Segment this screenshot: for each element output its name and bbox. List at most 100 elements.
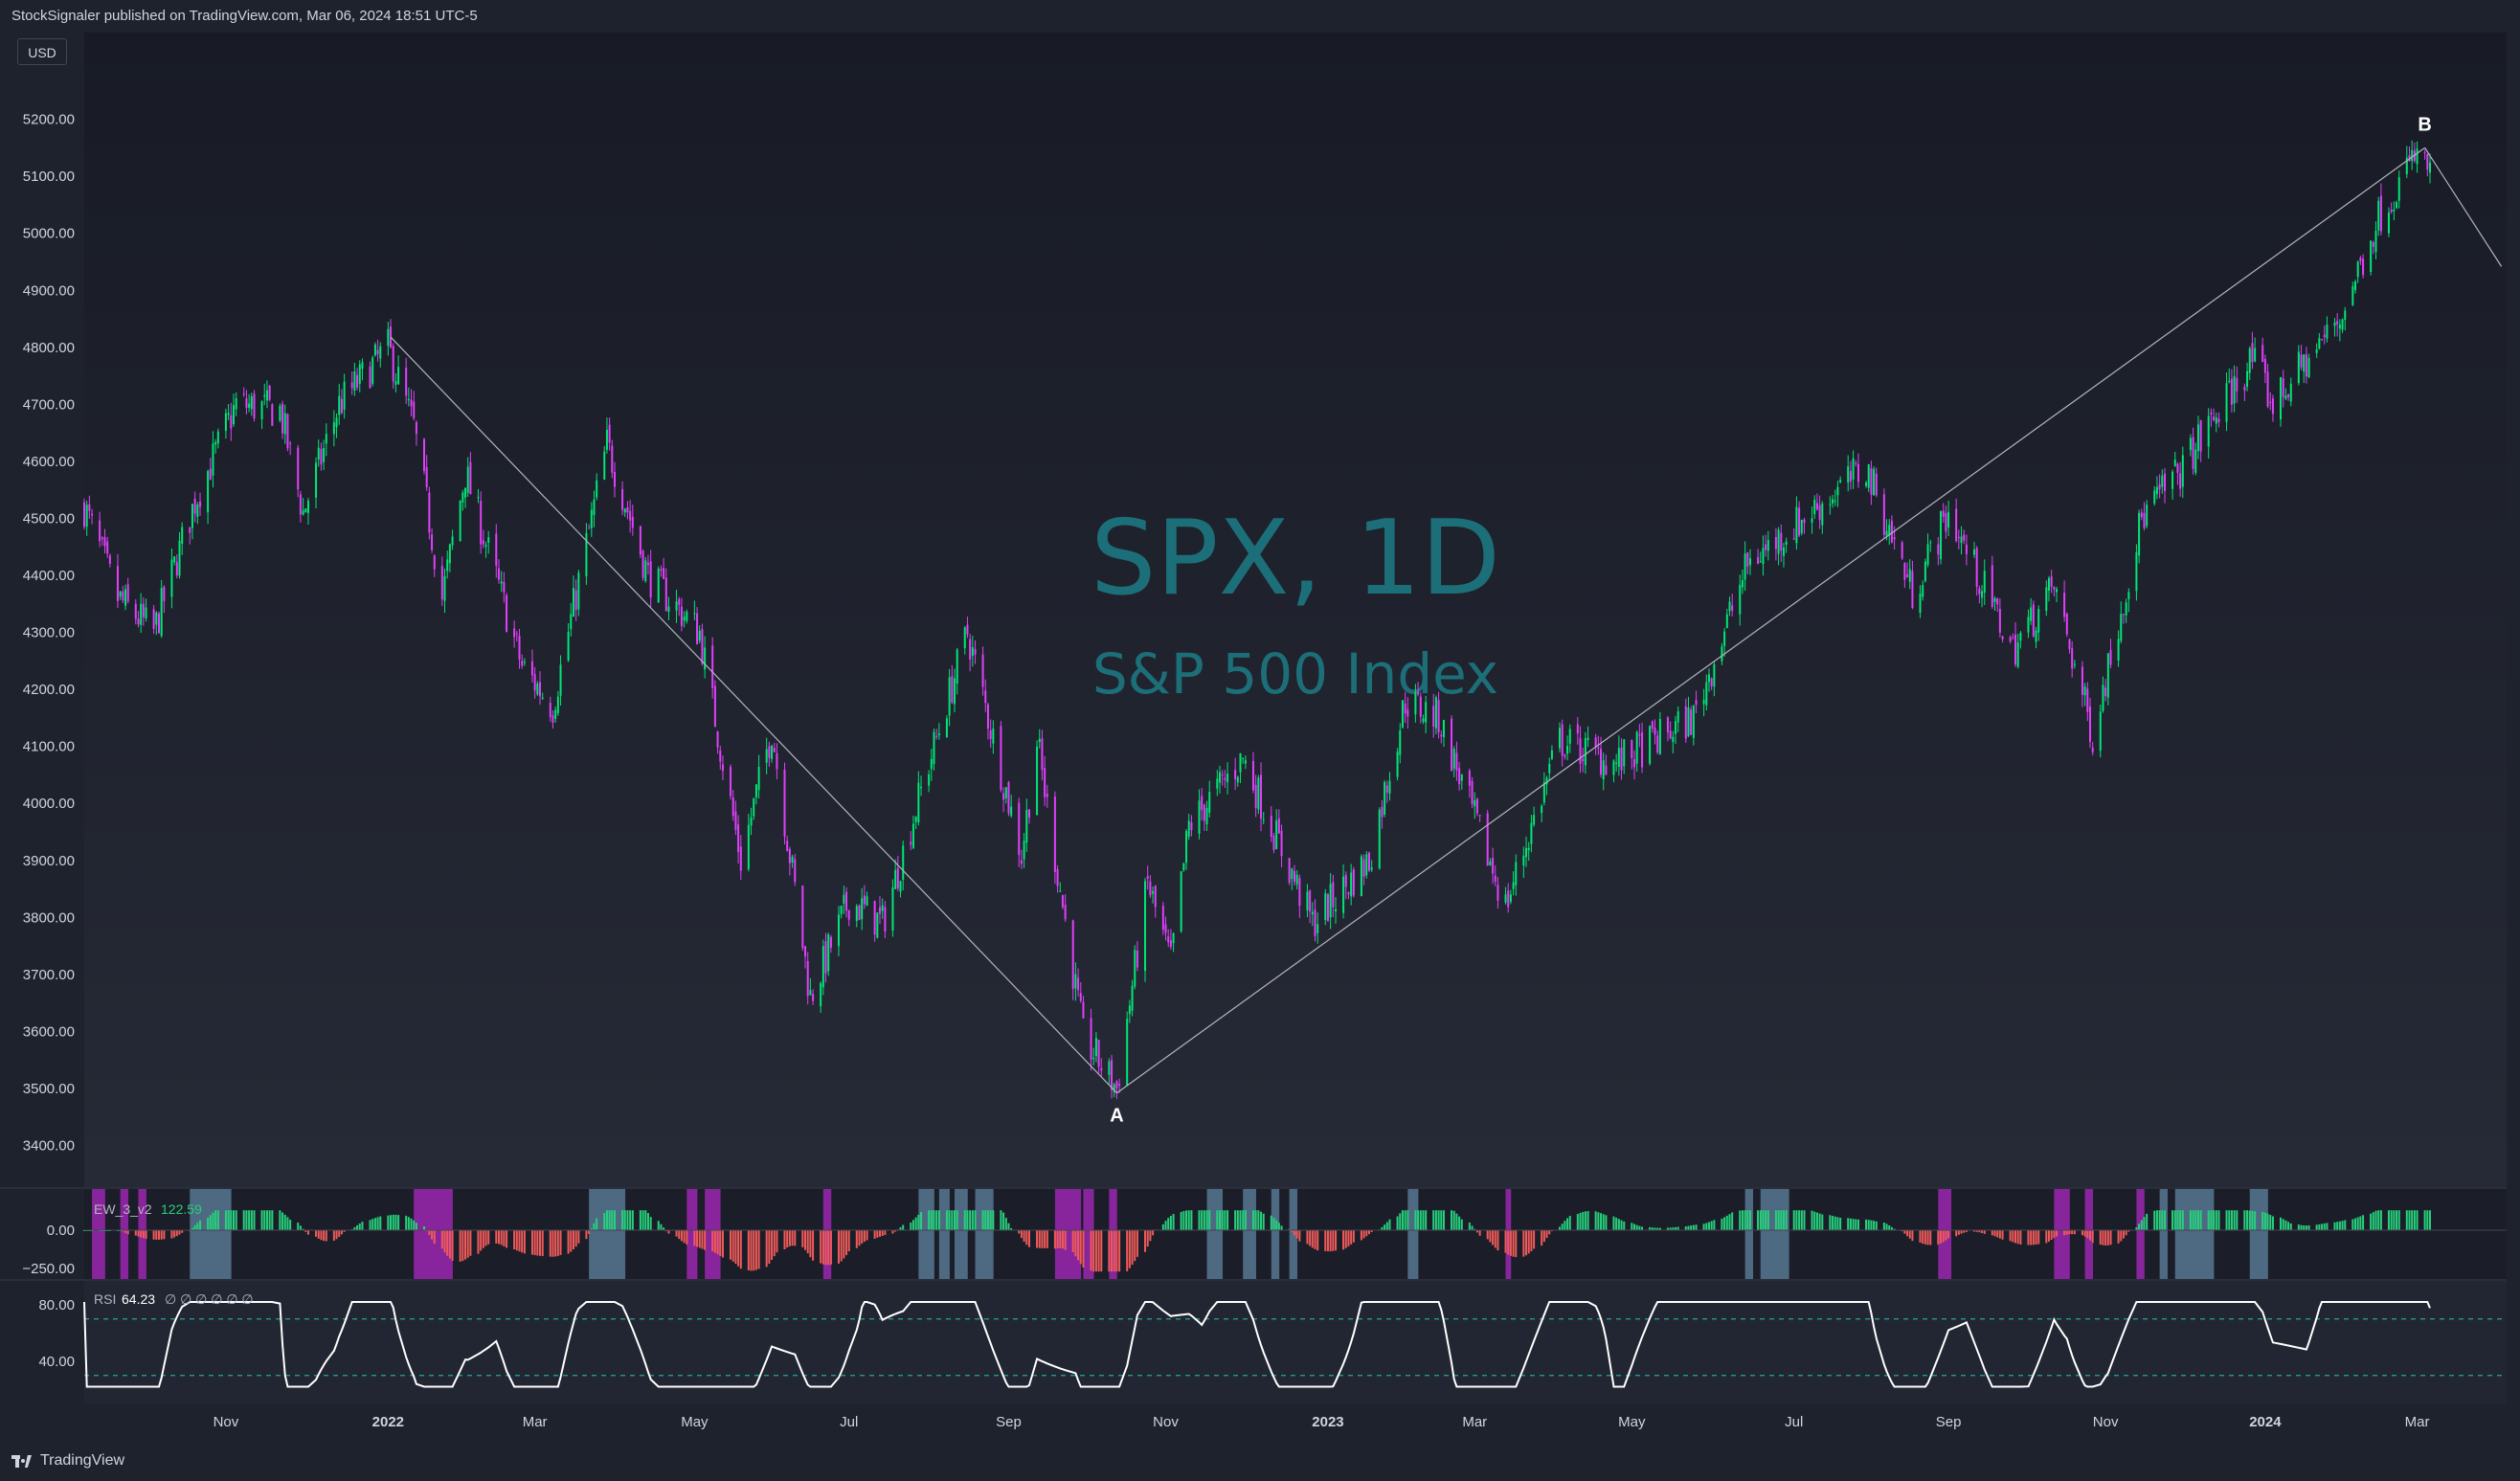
signal-band (955, 1189, 968, 1279)
candle-body (824, 941, 827, 974)
candle-body (306, 500, 309, 513)
histogram-bar (1280, 1225, 1283, 1230)
histogram-bar (1113, 1230, 1115, 1272)
histogram-bar (376, 1217, 379, 1230)
histogram-bar (791, 1230, 794, 1246)
candle-body (1205, 807, 1208, 824)
candle-body (2019, 633, 2022, 641)
histogram-bar (1839, 1218, 1842, 1230)
candle-body (1749, 558, 1752, 566)
histogram-bar (1832, 1215, 1834, 1230)
histogram-bar (1064, 1230, 1067, 1250)
histogram-bar (1257, 1210, 1260, 1230)
candle-body (2217, 418, 2220, 422)
candle-body (1306, 891, 1309, 910)
candle-body (1442, 720, 1445, 738)
candle-body (914, 817, 917, 822)
candle-body (495, 533, 498, 566)
signal-band (1206, 1189, 1224, 1279)
histogram-bar (866, 1230, 868, 1241)
candle-body (122, 591, 124, 601)
histogram-bar (1651, 1227, 1654, 1230)
candle-body (1295, 874, 1298, 885)
signal-band (1289, 1189, 1297, 1279)
candle-body (477, 497, 480, 499)
candle-body (1713, 664, 1716, 687)
candle-body (1594, 737, 1597, 748)
candle-body (1602, 760, 1605, 780)
histogram-bar (410, 1218, 413, 1230)
histogram-bar (2370, 1213, 2373, 1230)
price-candles[interactable] (83, 140, 2431, 1099)
histogram-bar (1251, 1210, 1254, 1230)
price-axis-label: 4100.00 (23, 739, 75, 755)
histogram-bar (1496, 1230, 1499, 1251)
histogram-bar (1759, 1210, 1762, 1230)
candle-body (1782, 547, 1785, 556)
candle-body (1113, 1084, 1115, 1092)
histogram-bar (1725, 1215, 1728, 1230)
histogram-bar (1568, 1216, 1571, 1230)
candle-body (2323, 334, 2326, 338)
candle-body (1452, 749, 1455, 769)
candle-body (2280, 377, 2283, 420)
histogram-bar (1855, 1219, 1857, 1230)
histogram-bar (549, 1230, 551, 1257)
candle-body (1108, 1061, 1111, 1075)
histogram-bar (902, 1224, 905, 1230)
histogram-bar (1998, 1230, 2001, 1239)
histogram-bar (1396, 1216, 1399, 1230)
histogram-bar (1507, 1230, 1510, 1255)
histogram-bar (1940, 1230, 1943, 1244)
histogram-bar (894, 1230, 897, 1232)
candle-body (2179, 473, 2182, 489)
candle-body (1468, 771, 1471, 786)
candle-body (265, 390, 268, 401)
candle-body (2138, 512, 2141, 556)
histogram-bar (1254, 1210, 1257, 1230)
candle-body (397, 367, 400, 385)
candle-body (1496, 885, 1499, 901)
histogram-bar (2387, 1210, 2390, 1230)
candle-body (297, 447, 300, 490)
candle-body (603, 451, 606, 481)
candle-body (1059, 890, 1062, 892)
signal-band (1760, 1189, 1789, 1279)
candle-body (765, 749, 768, 763)
histogram-bar (1161, 1223, 1164, 1230)
candle-body (2336, 321, 2339, 325)
histogram-bar (1963, 1230, 1966, 1233)
histogram-bar (1208, 1210, 1211, 1230)
histogram-bar (1582, 1211, 1585, 1230)
wave-lines: AB (390, 114, 2503, 1127)
candle-body (232, 405, 235, 425)
candle-body (1649, 726, 1652, 764)
candle-body (1332, 882, 1335, 908)
candle-body (1582, 758, 1585, 762)
histogram-bar (1335, 1230, 1338, 1251)
candle-body (827, 934, 830, 972)
candle-body (1873, 468, 1876, 496)
histogram-bar (1365, 1230, 1368, 1237)
candle-body (1239, 752, 1242, 773)
candle-body (1558, 728, 1561, 749)
histogram-bar (1744, 1210, 1746, 1230)
candle-body (1991, 565, 1993, 608)
currency-button[interactable]: USD (17, 38, 67, 65)
price-axis-label: 4400.00 (23, 568, 75, 584)
histogram-bar (1564, 1221, 1566, 1230)
histogram-bar (1996, 1230, 1999, 1238)
histogram-bar (776, 1230, 778, 1253)
tradingview-brand[interactable]: TradingView (11, 1449, 124, 1472)
histogram-bar (556, 1230, 559, 1256)
candle-body (1378, 809, 1381, 869)
candle-body (279, 405, 281, 421)
histogram-bar (1721, 1218, 1723, 1230)
candle-body (1460, 774, 1463, 781)
histogram-bar (621, 1210, 624, 1230)
histogram-bar (1074, 1230, 1077, 1257)
histogram-bar (933, 1210, 935, 1230)
candle-body (2318, 338, 2321, 349)
candle-body (843, 894, 845, 905)
